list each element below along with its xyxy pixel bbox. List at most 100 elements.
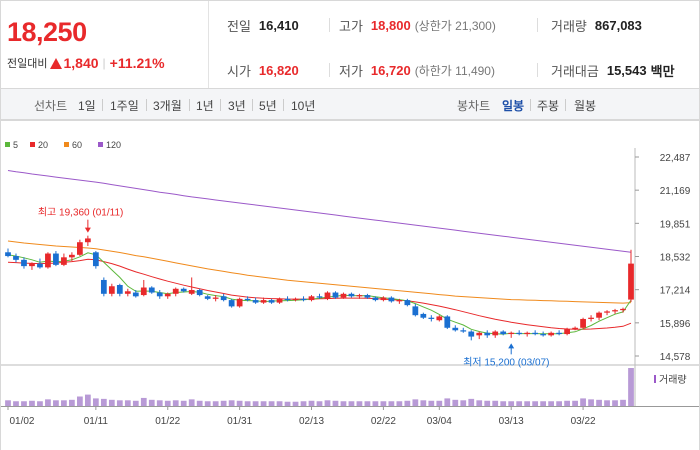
volume-bar xyxy=(156,400,163,406)
volume-legend-label: 거래량 xyxy=(659,374,687,386)
candle-body xyxy=(452,327,459,331)
candle xyxy=(612,308,618,314)
volume-bar xyxy=(45,399,51,406)
candle-body xyxy=(540,334,547,336)
tab-3m[interactable]: 3개월 xyxy=(153,99,182,113)
x-tick-label: 02/13 xyxy=(299,416,324,427)
tab-daily[interactable]: 일봉 xyxy=(502,99,525,113)
stat-value: 16,820 xyxy=(258,63,299,78)
candle xyxy=(228,298,235,308)
candle-body xyxy=(316,296,323,298)
stat-sub: (상한가 21,300) xyxy=(415,17,496,34)
volume-bar xyxy=(252,401,259,406)
volume-bar xyxy=(604,400,610,406)
candle-body xyxy=(596,312,602,318)
candle xyxy=(45,252,51,269)
tab-weekly[interactable]: 주봉 xyxy=(537,99,560,113)
candle-body xyxy=(220,296,227,301)
line-chart-header[interactable]: 선차트 xyxy=(34,99,68,113)
volume-bar xyxy=(540,401,547,406)
change-separator: | xyxy=(102,56,106,70)
tab-1w[interactable]: 1주일 xyxy=(110,99,139,113)
candle xyxy=(348,292,355,298)
candle xyxy=(140,279,147,297)
candle xyxy=(108,283,115,297)
candle-body xyxy=(420,313,427,318)
candle-body xyxy=(188,290,195,294)
stat-value: 16,410 xyxy=(258,18,299,33)
candle-body xyxy=(100,279,107,294)
candle xyxy=(428,315,435,322)
x-tick-label: 01/11 xyxy=(84,416,109,427)
legend-swatch xyxy=(64,142,69,147)
candle-body xyxy=(156,292,163,297)
volume-bar xyxy=(21,401,27,406)
stat-label: 전일 xyxy=(227,19,251,34)
candle-body xyxy=(84,238,91,243)
volume-bar xyxy=(172,400,179,406)
volume-bar xyxy=(460,400,467,406)
y-tick-label: 14,578 xyxy=(660,352,691,363)
candle-body xyxy=(236,298,243,307)
volume-bar xyxy=(396,401,403,406)
stat-label: 거래량 xyxy=(551,19,587,34)
volume-bar xyxy=(524,401,531,406)
stat-label: 거래대금 xyxy=(551,64,599,79)
tab-5y[interactable]: 5년 xyxy=(259,99,277,113)
candle-body xyxy=(508,332,515,335)
volume-bar xyxy=(204,401,211,406)
x-tick-label: 03/04 xyxy=(427,416,452,427)
candle-body xyxy=(172,288,179,294)
candle-chart-header[interactable]: 봉차트 xyxy=(457,99,491,113)
tab-3y[interactable]: 3년 xyxy=(228,99,246,113)
candle-body xyxy=(300,298,307,301)
tab-monthly[interactable]: 월봉 xyxy=(574,99,597,113)
divider xyxy=(537,18,538,32)
volume-bar xyxy=(588,399,594,406)
tab-1y[interactable]: 1년 xyxy=(196,99,214,113)
candle xyxy=(21,257,27,269)
candle-body xyxy=(492,331,499,336)
volume-bar xyxy=(180,400,187,406)
stat-open: 시가 16,820 xyxy=(227,61,299,80)
candle xyxy=(148,286,155,294)
candle-body xyxy=(436,316,443,321)
candle-body xyxy=(500,331,507,335)
volume-bar xyxy=(332,400,339,406)
stat-sub-value: 11,490) xyxy=(455,64,495,78)
candle xyxy=(5,248,11,258)
volume-bar xyxy=(564,400,570,406)
candle xyxy=(164,292,171,299)
volume-bar xyxy=(612,400,618,406)
candle xyxy=(420,312,427,319)
volume-bar xyxy=(77,396,83,406)
up-triangle-icon xyxy=(50,57,63,69)
candle xyxy=(380,296,387,302)
candle xyxy=(172,287,179,297)
stock-chart[interactable]: 5 20 60 120 22,487 21,169 19,851 18,532 17,214 15… xyxy=(1,120,699,450)
candle-body xyxy=(92,252,99,267)
volume-bar xyxy=(61,400,67,406)
candle xyxy=(220,293,227,302)
candle xyxy=(508,331,515,338)
y-tick-label: 17,214 xyxy=(660,286,691,297)
volume-bar xyxy=(444,398,451,406)
candle xyxy=(580,317,586,330)
candle xyxy=(556,330,562,336)
volume-bar xyxy=(124,400,131,406)
tab-10y[interactable]: 10년 xyxy=(291,99,316,113)
volume-bar xyxy=(236,400,243,406)
candle xyxy=(516,330,523,336)
volume-bar xyxy=(13,401,19,406)
candle xyxy=(100,277,107,297)
tab-1d[interactable]: 1일 xyxy=(78,99,96,113)
candle-body xyxy=(396,300,403,302)
candle-body xyxy=(572,327,578,330)
volume-bar xyxy=(316,401,323,406)
candle-body xyxy=(196,290,203,296)
volume-bar xyxy=(628,368,634,406)
stat-turnover: 거래대금 15,543 백만 xyxy=(551,61,675,80)
candle-body xyxy=(428,317,435,319)
volume-bar xyxy=(29,400,35,406)
y-tick-label: 15,896 xyxy=(660,319,691,330)
